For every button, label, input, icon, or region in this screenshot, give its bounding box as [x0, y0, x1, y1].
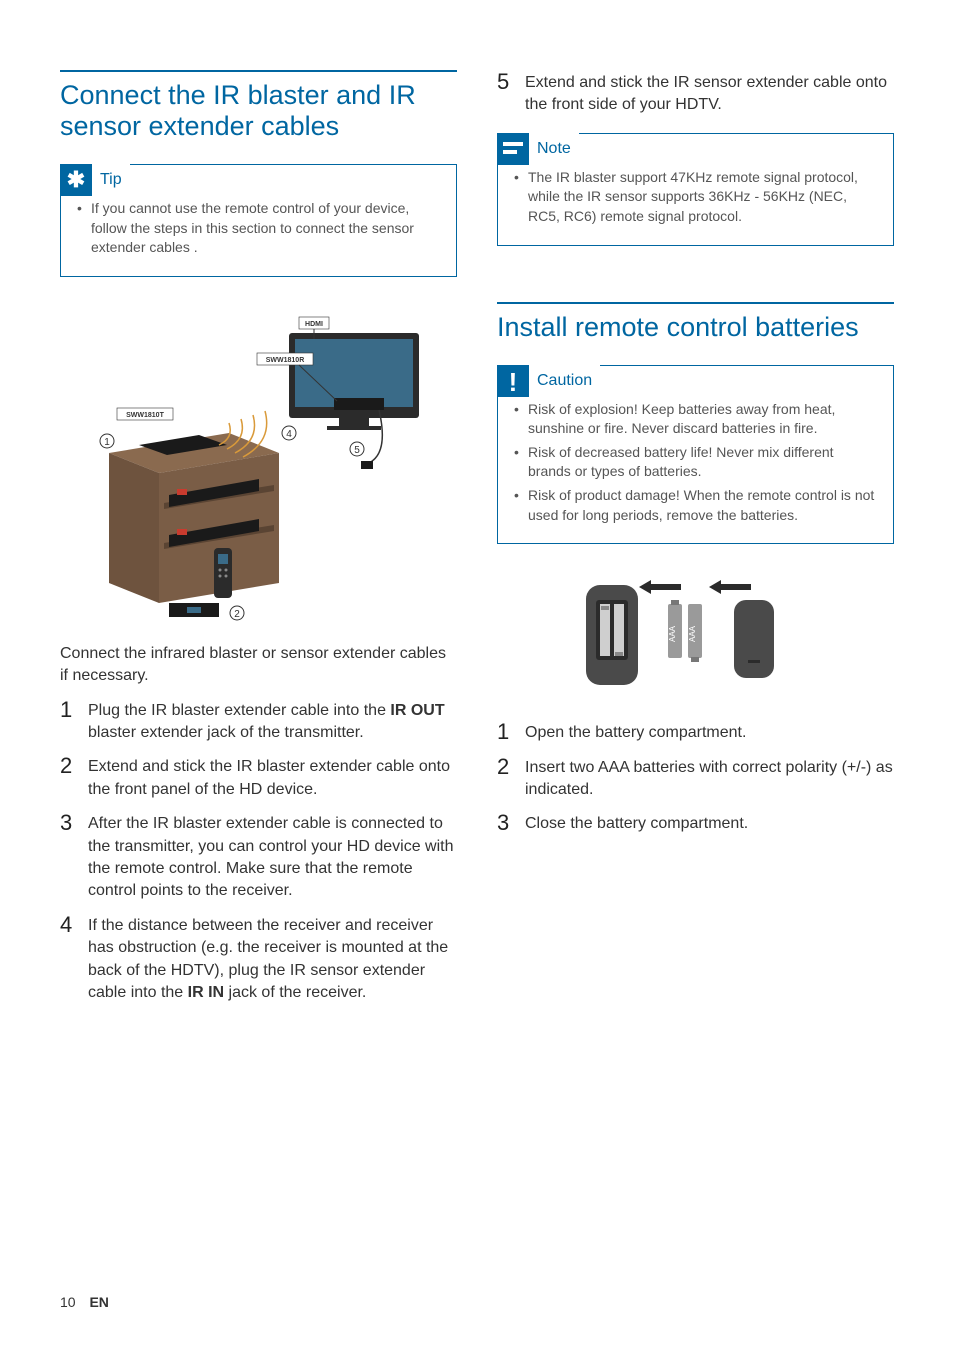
step-number: 5: [497, 70, 525, 94]
bstep-1: 1 Open the battery compartment.: [497, 720, 894, 744]
page-lang: EN: [89, 1294, 108, 1310]
marker-1: 1: [104, 437, 110, 448]
caution-icon: !: [497, 365, 529, 397]
caution-callout: ! Caution Risk of explosion! Keep batter…: [497, 365, 894, 545]
battery-diagram: AAA AAA: [497, 570, 894, 700]
note-callout: Note The IR blaster support 47KHz remote…: [497, 133, 894, 246]
section-rule: [497, 302, 894, 304]
step-number: 3: [497, 811, 525, 835]
step-5: 5 Extend and stick the IR sensor extende…: [497, 70, 894, 117]
left-steps: 1 Plug the IR blaster extender cable int…: [60, 698, 457, 1005]
step-text: Insert two AAA batteries with correct po…: [525, 755, 894, 802]
caution-item: Risk of product damage! When the remote …: [514, 486, 877, 525]
step-2: 2 Extend and stick the IR blaster extend…: [60, 754, 457, 801]
step-number: 2: [60, 754, 88, 778]
tip-callout: ✱ Tip If you cannot use the remote contr…: [60, 164, 457, 277]
tx-label: SWW1810T: [126, 412, 164, 419]
marker-2: 2: [234, 609, 240, 620]
page-footer: 10 EN: [60, 1294, 109, 1310]
caution-item: Risk of explosion! Keep batteries away f…: [514, 400, 877, 439]
step-3: 3 After the IR blaster extender cable is…: [60, 811, 457, 903]
caution-item: Risk of decreased battery life! Never mi…: [514, 443, 877, 482]
bstep-2: 2 Insert two AAA batteries with correct …: [497, 755, 894, 802]
left-column: Connect the IR blaster and IR sensor ext…: [60, 70, 457, 1014]
step-text: If the distance between the receiver and…: [88, 913, 457, 1005]
step-text: Plug the IR blaster extender cable into …: [88, 698, 457, 745]
section-heading-ir: Connect the IR blaster and IR sensor ext…: [60, 80, 457, 142]
note-label: Note: [537, 140, 571, 158]
note-header: Note: [497, 133, 579, 165]
step-number: 1: [497, 720, 525, 744]
battery-steps: 1 Open the battery compartment. 2 Insert…: [497, 720, 894, 836]
ir-diagram: HDMI SWW1810R: [60, 303, 457, 623]
marker-4: 4: [286, 429, 292, 440]
step-text: Open the battery compartment.: [525, 720, 894, 744]
step-text: Extend and stick the IR sensor extender …: [525, 70, 894, 117]
tip-list: If you cannot use the remote control of …: [77, 199, 440, 258]
caution-label: Caution: [537, 372, 592, 390]
step-text: Close the battery compartment.: [525, 811, 894, 835]
intro-text: Connect the infrared blaster or sensor e…: [60, 643, 457, 688]
step-text: Extend and stick the IR blaster extender…: [88, 754, 457, 801]
right-step5: 5 Extend and stick the IR sensor extende…: [497, 70, 894, 117]
hdmi-label: HDMI: [305, 321, 323, 328]
step-number: 1: [60, 698, 88, 722]
rx-label: SWW1810R: [265, 357, 304, 364]
step-number: 2: [497, 755, 525, 779]
marker-5: 5: [354, 445, 360, 456]
caution-list: Risk of explosion! Keep batteries away f…: [514, 400, 877, 526]
tip-item: If you cannot use the remote control of …: [77, 199, 440, 258]
right-column: 5 Extend and stick the IR sensor extende…: [497, 70, 894, 1014]
step-4: 4 If the distance between the receiver a…: [60, 913, 457, 1005]
page-number: 10: [60, 1294, 76, 1310]
bstep-3: 3 Close the battery compartment.: [497, 811, 894, 835]
section-heading-batteries: Install remote control batteries: [497, 312, 894, 343]
tip-icon: ✱: [60, 164, 92, 196]
tip-header: ✱ Tip: [60, 164, 130, 196]
battery-label: AAA: [688, 626, 697, 643]
section-rule: [60, 70, 457, 72]
battery-label: AAA: [668, 626, 677, 643]
step-text: After the IR blaster extender cable is c…: [88, 811, 457, 903]
note-list: The IR blaster support 47KHz remote sign…: [514, 168, 877, 227]
note-icon: [497, 133, 529, 165]
step-1: 1 Plug the IR blaster extender cable int…: [60, 698, 457, 745]
note-item: The IR blaster support 47KHz remote sign…: [514, 168, 877, 227]
tip-label: Tip: [100, 171, 122, 189]
caution-header: ! Caution: [497, 365, 600, 397]
step-number: 3: [60, 811, 88, 835]
step-number: 4: [60, 913, 88, 937]
